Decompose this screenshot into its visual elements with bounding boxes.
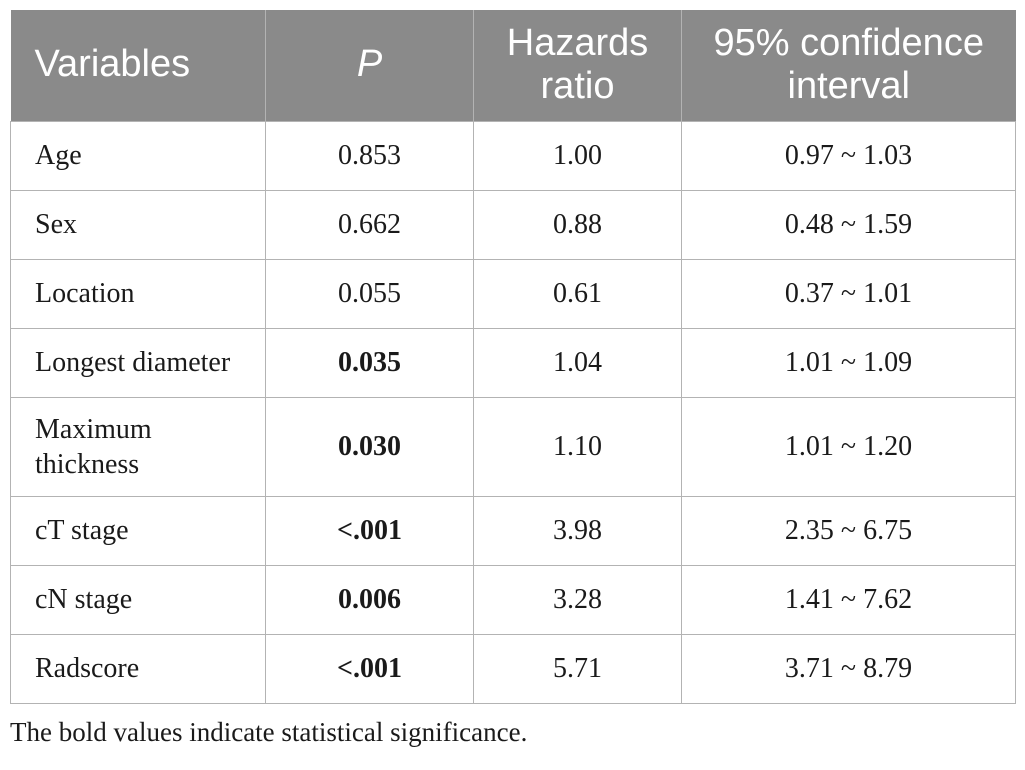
table-row: Sex 0.662 0.88 0.48 ~ 1.59 [10,189,1016,260]
cell-p: 0.035 [265,327,474,398]
table-row: Location 0.055 0.61 0.37 ~ 1.01 [10,258,1016,329]
cell-ci: 0.37 ~ 1.01 [681,258,1016,329]
cell-variable: Sex [10,189,266,260]
table-row: Longest diameter 0.035 1.04 1.01 ~ 1.09 [10,327,1016,398]
cell-ci: 0.48 ~ 1.59 [681,189,1016,260]
header-row: Variables P Hazards ratio 95% confidence… [10,10,1016,121]
cell-variable: Maximum thickness [10,396,266,497]
table-row: Maximum thickness 0.030 1.10 1.01 ~ 1.20 [10,396,1016,497]
cell-p: 0.055 [265,258,474,329]
cell-variable: Age [10,120,266,191]
cell-hr: 1.10 [473,396,682,497]
cell-ci: 0.97 ~ 1.03 [681,120,1016,191]
cox-regression-table: Variables P Hazards ratio 95% confidence… [10,10,1016,704]
cell-ci: 2.35 ~ 6.75 [681,495,1016,566]
table-row: Radscore <.001 5.71 3.71 ~ 8.79 [10,633,1016,704]
cell-hr: 3.28 [473,564,682,635]
cell-hr: 0.61 [473,258,682,329]
header-confidence-interval: 95% confidence interval [681,10,1016,121]
cell-p: 0.006 [265,564,474,635]
table-header: Variables P Hazards ratio 95% confidence… [10,10,1016,121]
header-p-value: P [265,10,474,121]
cell-ci: 1.01 ~ 1.09 [681,327,1016,398]
header-variables: Variables [10,10,266,121]
cell-p: 0.853 [265,120,474,191]
cell-ci: 1.41 ~ 7.62 [681,564,1016,635]
cell-p: 0.030 [265,396,474,497]
table-row: cT stage <.001 3.98 2.35 ~ 6.75 [10,495,1016,566]
table-row: cN stage 0.006 3.28 1.41 ~ 7.62 [10,564,1016,635]
cell-variable: cT stage [10,495,266,566]
cell-variable: Longest diameter [10,327,266,398]
header-hazards-ratio: Hazards ratio [473,10,682,121]
table-body: Age 0.853 1.00 0.97 ~ 1.03 Sex 0.662 0.8… [10,120,1016,704]
cell-p: <.001 [265,633,474,704]
table-footnote: The bold values indicate statistical sig… [10,716,528,747]
cell-p: <.001 [265,495,474,566]
table-row: Age 0.853 1.00 0.97 ~ 1.03 [10,120,1016,191]
cell-ci: 3.71 ~ 8.79 [681,633,1016,704]
page: Variables P Hazards ratio 95% confidence… [10,10,1016,747]
cell-variable: Radscore [10,633,266,704]
cell-variable: Location [10,258,266,329]
cell-ci: 1.01 ~ 1.20 [681,396,1016,497]
cell-hr: 0.88 [473,189,682,260]
cell-hr: 3.98 [473,495,682,566]
cell-hr: 1.00 [473,120,682,191]
cell-variable: cN stage [10,564,266,635]
cell-p: 0.662 [265,189,474,260]
cell-hr: 5.71 [473,633,682,704]
cell-hr: 1.04 [473,327,682,398]
